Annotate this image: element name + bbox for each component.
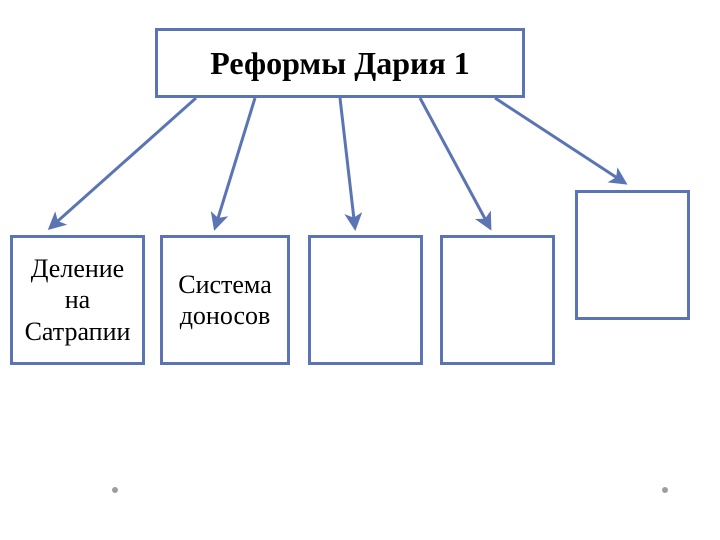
- decorative-dot-1: [662, 487, 668, 493]
- diagram-title-text: Реформы Дария 1: [210, 45, 470, 82]
- arrow-4: [495, 98, 625, 183]
- child-box-3: [440, 235, 555, 365]
- decorative-dot-0: [112, 487, 118, 493]
- arrow-1: [215, 98, 255, 228]
- arrow-0: [50, 98, 196, 228]
- child-box-1: Система доносов: [160, 235, 290, 365]
- child-text-1: Система доносов: [178, 269, 272, 331]
- arrow-3: [420, 98, 490, 228]
- diagram-title-box: Реформы Дария 1: [155, 28, 525, 98]
- child-box-2: [308, 235, 423, 365]
- child-text-0: Деление на Сатрапии: [25, 253, 131, 347]
- child-box-4: [575, 190, 690, 320]
- child-box-0: Деление на Сатрапии: [10, 235, 145, 365]
- arrow-2: [340, 98, 355, 228]
